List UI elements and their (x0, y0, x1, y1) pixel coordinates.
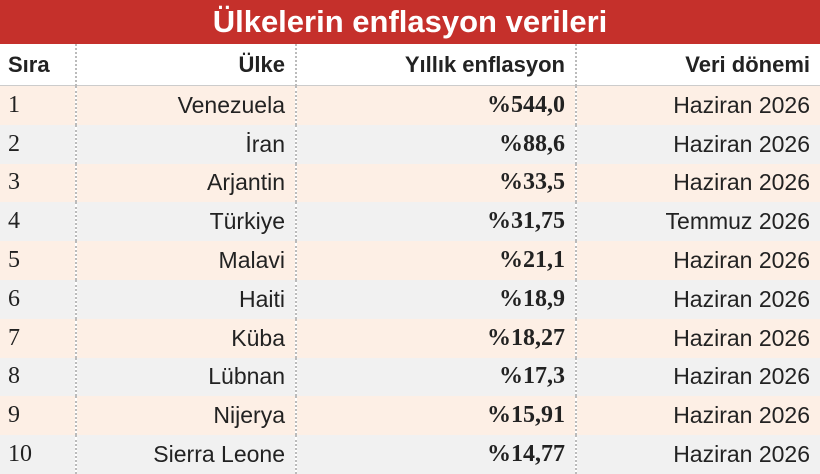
table-cell: Haziran 2026 (575, 435, 820, 474)
table-cell: %544,0 (295, 85, 576, 125)
column-header: Veri dönemi (575, 44, 820, 86)
table: Sıra Ülke Yıllık enflasyon Veri dönemi 1 Ven… (0, 44, 820, 474)
table-cell: Lübnan (75, 357, 296, 397)
column-header: Yıllık enflasyon (295, 44, 576, 86)
table-head: Sıra Ülke Yıllık enflasyon Veri dönemi (0, 44, 820, 86)
table-cell: %18,9 (295, 279, 576, 319)
table-cell: %18,27 (295, 318, 576, 358)
table-cell: Arjantin (75, 163, 296, 203)
table-cell: Haziran 2026 (575, 85, 820, 125)
table-cell: Haziran 2026 (575, 357, 820, 397)
table-cell: %17,3 (295, 357, 576, 397)
table-row: 4 Türkiye %31,75 Temmuz 2026 (0, 202, 820, 242)
table-row: 2 İran %88,6 Haziran 2026 (0, 124, 820, 164)
header-row: Sıra Ülke Yıllık enflasyon Veri dönemi (0, 44, 820, 86)
table-cell: Haziran 2026 (575, 396, 820, 436)
table-cell: 5 (0, 241, 76, 280)
table-cell: %33,5 (295, 163, 576, 203)
table-cell: %31,75 (295, 202, 576, 242)
table-cell: 9 (0, 396, 76, 436)
table-cell: 1 (0, 85, 76, 125)
table-cell: %88,6 (295, 124, 576, 164)
table-cell: 3 (0, 163, 76, 203)
table-cell: Malavi (75, 241, 296, 280)
table-row: 1 Venezuela %544,0 Haziran 2026 (0, 85, 820, 125)
table-cell: İran (75, 124, 296, 164)
table-row: 3 Arjantin %33,5 Haziran 2026 (0, 163, 820, 203)
table-row: 5 Malavi %21,1 Haziran 2026 (0, 241, 820, 280)
table-cell: Haiti (75, 279, 296, 319)
title: Ülkelerin enflasyon verileri (0, 0, 820, 44)
table-cell: 6 (0, 279, 76, 319)
table-cell: Haziran 2026 (575, 279, 820, 319)
column-header: Ülke (75, 44, 296, 86)
table-cell: Haziran 2026 (575, 124, 820, 164)
table-cell: Türkiye (75, 202, 296, 242)
table-cell: %14,77 (295, 435, 576, 474)
table-cell: Haziran 2026 (575, 241, 820, 280)
table-cell: %15,91 (295, 396, 576, 436)
table-body: 1 Venezuela %544,0 Haziran 2026 2 İran %88,6 Ha… (0, 85, 820, 474)
table-cell: Nijerya (75, 396, 296, 436)
table-cell: %21,1 (295, 241, 576, 280)
table-cell: 2 (0, 124, 76, 164)
table-cell: Sierra Leone (75, 435, 296, 474)
table-cell: Venezuela (75, 85, 296, 125)
table-cell: Haziran 2026 (575, 318, 820, 358)
column-header: Sıra (0, 44, 76, 86)
table-cell: Haziran 2026 (575, 163, 820, 203)
table-cell: 10 (0, 435, 76, 474)
table-row: 10 Sierra Leone %14,77 Haziran 2026 (0, 435, 820, 474)
table-row: 7 Küba %18,27 Haziran 2026 (0, 318, 820, 358)
table-cell: 8 (0, 357, 76, 397)
table-cell: 7 (0, 318, 76, 358)
table-row: 6 Haiti %18,9 Haziran 2026 (0, 279, 820, 319)
table-row: 8 Lübnan %17,3 Haziran 2026 (0, 357, 820, 397)
table-row: 9 Nijerya %15,91 Haziran 2026 (0, 396, 820, 436)
table-cell: Küba (75, 318, 296, 358)
table-cell: Temmuz 2026 (575, 202, 820, 242)
table-cell: 4 (0, 202, 76, 242)
